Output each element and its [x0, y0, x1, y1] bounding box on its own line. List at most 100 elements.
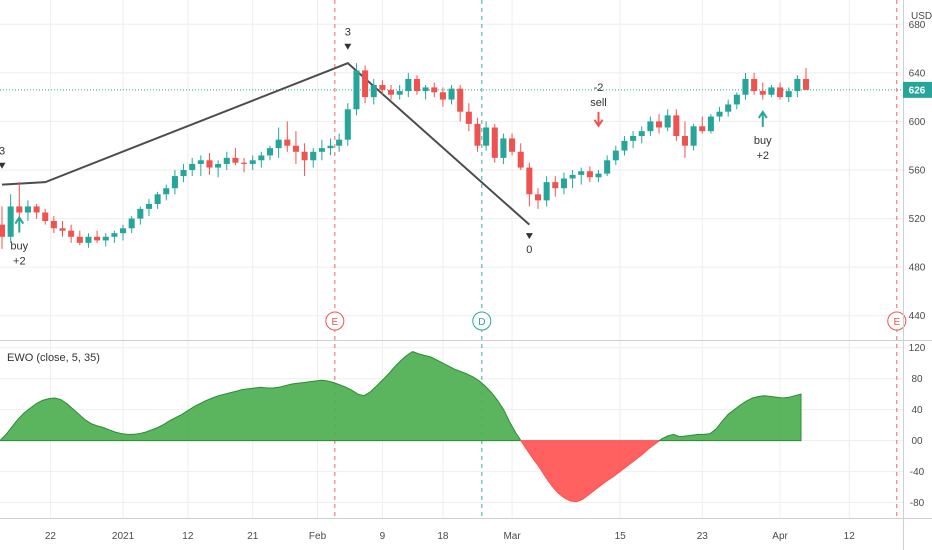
candle: [215, 160, 222, 178]
candle-body: [396, 91, 403, 95]
candle-body: [180, 170, 187, 177]
event-marker: [887, 311, 907, 331]
candle: [673, 109, 680, 141]
candle: [344, 103, 351, 146]
candle: [777, 82, 784, 100]
candle-body: [448, 88, 455, 100]
candle-body: [526, 167, 533, 195]
wave-label: 3: [345, 27, 351, 39]
candle: [448, 85, 455, 105]
wave-label: 3: [0, 146, 5, 158]
candle-body: [422, 87, 429, 92]
candle-body: [802, 78, 810, 90]
candle: [232, 148, 239, 166]
candle: [621, 136, 628, 156]
candle: [664, 109, 671, 132]
candle: [336, 133, 343, 152]
candle-body: [76, 236, 83, 243]
ewo-tick-label: -40: [910, 467, 925, 478]
zigzag: [1, 61, 531, 226]
candle-body: [751, 78, 758, 92]
candle: [794, 75, 801, 98]
candle: [552, 176, 559, 197]
event-label: E: [893, 317, 900, 328]
candle: [379, 80, 386, 95]
candle-body: [206, 160, 213, 168]
candle-body: [215, 163, 222, 168]
candle-body: [612, 150, 619, 161]
candle-body: [145, 204, 152, 209]
time-tick-label: 2021: [112, 531, 135, 542]
candle: [102, 233, 109, 247]
signal-label: -2: [594, 82, 604, 94]
candle-body: [534, 194, 542, 201]
annotations: 3 3 0 buy +2 -2 sell buy +2: [0, 27, 772, 268]
candle-body: [197, 160, 204, 164]
candle: [733, 92, 740, 110]
candle-body: [681, 136, 688, 146]
candle-body: [232, 157, 239, 163]
candle: [85, 233, 92, 248]
candle-body: [171, 176, 178, 189]
candle-body: [794, 78, 801, 92]
candle-body: [500, 138, 507, 158]
time-tick-label: 15: [615, 531, 627, 542]
candle-body: [301, 151, 308, 161]
candle: [647, 116, 654, 136]
candle-body: [33, 206, 40, 213]
event-marker: [325, 311, 345, 331]
currency-label: USD: [911, 11, 932, 22]
wave-label: 0: [526, 244, 532, 256]
candle: [68, 224, 75, 243]
time-tick-label: Apr: [772, 531, 788, 542]
candle: [638, 126, 645, 144]
candle-body: [560, 178, 567, 189]
ewo-positive-area: [657, 393, 802, 442]
candle-body: [707, 116, 714, 132]
event-label: E: [332, 317, 339, 328]
candle: [785, 87, 792, 102]
candle: [431, 82, 438, 98]
candle: [483, 121, 490, 151]
candle: [474, 117, 481, 152]
candle-body: [16, 206, 23, 213]
candle: [275, 127, 282, 158]
candle-body: [94, 236, 101, 241]
candle-body: [474, 123, 481, 146]
candle: [560, 172, 567, 195]
time-tick-label: 12: [844, 531, 856, 542]
candle-body: [388, 89, 395, 95]
candle: [413, 75, 420, 95]
candle-body: [483, 127, 490, 146]
candle: [742, 72, 749, 100]
candle-body: [439, 92, 446, 100]
candle-body: [630, 136, 637, 141]
candle: [802, 68, 810, 90]
last-price-text: 626: [909, 85, 926, 96]
candle-body: [716, 111, 723, 117]
candle: [370, 78, 377, 105]
candle: [543, 176, 550, 207]
candle: [171, 170, 178, 195]
candle: [266, 145, 274, 161]
candle: [59, 221, 66, 237]
candle-body: [690, 126, 697, 146]
candle: [388, 85, 395, 100]
candle: [163, 184, 170, 201]
ewo-title: EWO (close, 5, 35): [7, 352, 100, 364]
candle: [362, 65, 369, 104]
signal-label: buy: [754, 135, 772, 147]
price-tick-label: 640: [909, 68, 926, 79]
candle-body: [163, 188, 170, 195]
signal-label: +2: [757, 150, 770, 162]
price-tick-label: 600: [909, 117, 926, 128]
candle: [716, 106, 723, 122]
price-tick-label: 520: [909, 214, 926, 225]
price-tick-label: 480: [909, 263, 926, 274]
candle-body: [353, 70, 360, 110]
candle: [301, 143, 308, 177]
candle-body: [379, 85, 386, 90]
candle-body: [586, 171, 593, 178]
buy-arrow-head: [757, 110, 768, 119]
